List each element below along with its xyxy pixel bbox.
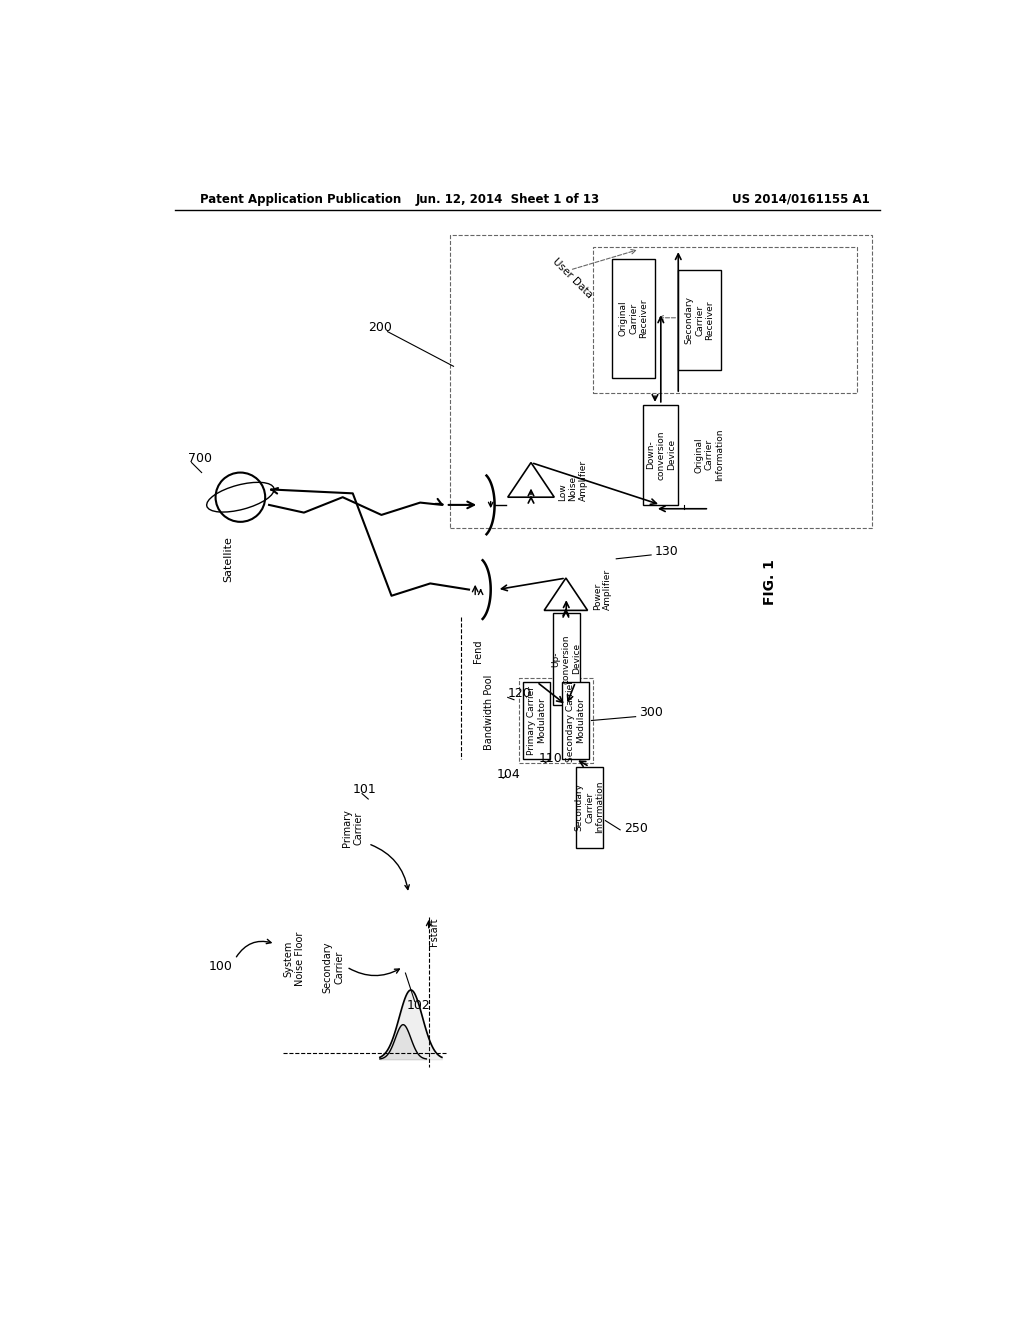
Text: 101: 101 <box>352 783 377 796</box>
Bar <box>612 259 655 378</box>
Bar <box>593 247 856 393</box>
Bar <box>519 678 593 763</box>
Text: System
Noise Floor: System Noise Floor <box>284 932 305 986</box>
Text: 300: 300 <box>640 706 664 719</box>
Text: 110: 110 <box>539 752 562 766</box>
Text: Down-
conversion
Device: Down- conversion Device <box>646 430 676 479</box>
Text: Bandwidth Pool: Bandwidth Pool <box>484 675 495 751</box>
Text: Fstart: Fstart <box>429 917 438 946</box>
Text: Secondary
Carrier
Receiver: Secondary Carrier Receiver <box>685 296 715 345</box>
Bar <box>523 682 550 759</box>
Text: FIG. 1: FIG. 1 <box>764 558 777 605</box>
Text: 250: 250 <box>624 822 648 834</box>
Text: Secondary
Carrier: Secondary Carrier <box>323 941 344 993</box>
Text: Secondary Carrier
Modulator: Secondary Carrier Modulator <box>566 680 586 762</box>
Text: Secondary
Carrier
Information: Secondary Carrier Information <box>574 781 604 833</box>
Text: User Data: User Data <box>550 256 594 300</box>
Bar <box>575 767 603 847</box>
Text: US 2014/0161155 A1: US 2014/0161155 A1 <box>732 193 870 206</box>
Bar <box>562 682 589 759</box>
Text: Primary Carrier
Modulator: Primary Carrier Modulator <box>527 686 547 755</box>
Text: Fend: Fend <box>473 639 483 663</box>
Text: 120: 120 <box>508 686 531 700</box>
Text: Power
Amplifier: Power Amplifier <box>593 569 612 610</box>
Bar <box>678 271 721 370</box>
Text: 100: 100 <box>209 961 232 973</box>
Text: Up-
conversion
Device: Up- conversion Device <box>551 634 582 684</box>
Text: 700: 700 <box>187 453 212 465</box>
Bar <box>450 235 872 528</box>
Text: 102: 102 <box>407 999 431 1012</box>
Text: Original
Carrier
Information: Original Carrier Information <box>694 429 724 480</box>
Text: 200: 200 <box>369 321 392 334</box>
Text: 130: 130 <box>655 545 679 557</box>
Text: 104: 104 <box>497 768 520 781</box>
Text: Jun. 12, 2014  Sheet 1 of 13: Jun. 12, 2014 Sheet 1 of 13 <box>416 193 600 206</box>
Text: Primary
Carrier: Primary Carrier <box>342 809 364 847</box>
Text: Patent Application Publication: Patent Application Publication <box>200 193 401 206</box>
Text: Original
Carrier
Receiver: Original Carrier Receiver <box>618 298 648 338</box>
Bar <box>553 612 580 705</box>
Text: Satellite: Satellite <box>224 536 233 582</box>
Text: Low
Noise
Amplifier: Low Noise Amplifier <box>558 459 588 500</box>
Bar <box>643 405 678 506</box>
